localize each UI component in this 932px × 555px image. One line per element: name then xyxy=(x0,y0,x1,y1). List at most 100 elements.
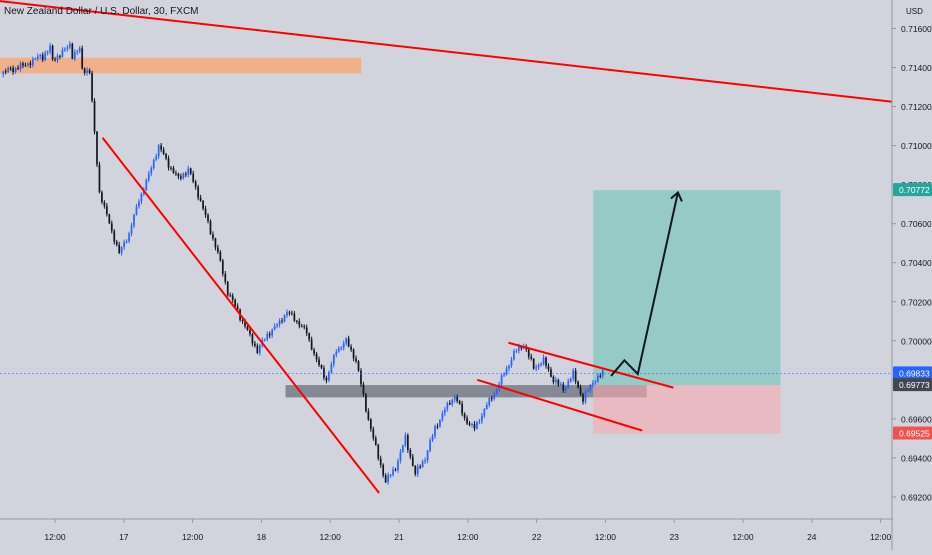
candle-body xyxy=(283,315,286,322)
candle-body xyxy=(562,384,565,391)
x-tick-label: 12:00 xyxy=(457,532,479,542)
candle-body xyxy=(147,173,150,180)
y-tick-label: 0.71200 xyxy=(901,102,932,112)
candle-body xyxy=(399,451,402,461)
candle-body xyxy=(39,54,42,57)
x-tick-label: 17 xyxy=(119,532,129,542)
candle-body xyxy=(394,469,397,471)
currency-label: USD xyxy=(906,7,923,16)
candle-body xyxy=(293,313,296,321)
candle-body xyxy=(374,438,377,445)
candle-body xyxy=(224,273,227,282)
candle-body xyxy=(162,149,165,155)
candle-body xyxy=(392,469,394,475)
candle-body xyxy=(189,168,192,174)
candle-body xyxy=(352,349,355,359)
candle-body xyxy=(83,68,86,73)
long-term-trendline[interactable] xyxy=(0,0,893,103)
candle-body xyxy=(17,67,19,69)
candle-body xyxy=(426,450,429,461)
candle-body xyxy=(150,168,153,174)
candle-body xyxy=(434,426,436,436)
candle-body xyxy=(471,423,473,425)
candle-body xyxy=(439,420,441,427)
candle-body xyxy=(56,55,59,61)
descending-trendline[interactable] xyxy=(101,137,380,494)
candle-body xyxy=(64,48,66,51)
candle-body xyxy=(192,173,195,182)
candle-body xyxy=(207,215,209,222)
candle-body xyxy=(273,326,276,330)
candle-body xyxy=(113,231,116,242)
arrow-head-icon xyxy=(670,190,683,202)
candle-body xyxy=(194,181,197,187)
stop-loss-zone[interactable] xyxy=(593,385,781,434)
candle-body xyxy=(567,381,570,388)
stop-price-tag[interactable] xyxy=(893,426,932,440)
candle-body xyxy=(323,368,325,378)
candle-body xyxy=(197,186,200,198)
y-tick-label: 0.69600 xyxy=(901,414,932,424)
candle-body xyxy=(93,100,96,132)
candle-body xyxy=(485,405,488,410)
candle-body xyxy=(212,234,214,239)
candle-body xyxy=(165,154,167,159)
candle-body xyxy=(495,389,498,394)
price-axis[interactable] xyxy=(893,0,932,550)
take-profit-zone[interactable] xyxy=(593,190,781,386)
candle-body xyxy=(369,419,372,430)
candle-body xyxy=(81,48,84,69)
y-tick-label: 0.71600 xyxy=(901,24,932,34)
candle-body xyxy=(436,426,439,428)
channel-upper-line[interactable] xyxy=(508,341,674,389)
candle-body xyxy=(110,223,113,232)
last-price-tag-text: 0.69833 xyxy=(899,368,930,378)
candle-body xyxy=(27,63,29,66)
candle-body xyxy=(73,52,76,59)
candle-body xyxy=(345,338,348,344)
candle-body xyxy=(295,320,298,322)
candle-body xyxy=(377,444,380,459)
candle-body xyxy=(542,357,545,364)
x-tick-label: 12:00 xyxy=(732,532,754,542)
stop-price-tag-text: 0.69525 xyxy=(899,429,930,439)
candle-body xyxy=(9,68,12,70)
candle-body xyxy=(59,55,61,57)
support-zone[interactable] xyxy=(285,385,647,398)
channel-lower-line[interactable] xyxy=(476,378,643,432)
candle-body xyxy=(500,375,503,385)
candle-body xyxy=(66,47,69,49)
candle-body xyxy=(592,382,594,385)
candle-body xyxy=(120,247,123,253)
supply-zone[interactable] xyxy=(0,57,362,74)
candle-body xyxy=(278,320,281,325)
candle-body xyxy=(444,409,446,414)
candle-body xyxy=(582,394,584,402)
x-tick-label: 12:00 xyxy=(595,532,617,542)
projection-arrow[interactable] xyxy=(610,192,679,377)
candle-body xyxy=(397,460,399,471)
candle-body xyxy=(7,68,10,73)
candle-body xyxy=(518,346,520,351)
candle-body xyxy=(355,358,357,362)
candle-body xyxy=(281,320,283,322)
candle-body xyxy=(579,387,582,395)
candle-body xyxy=(46,51,49,53)
candle-body xyxy=(367,411,370,420)
candle-body xyxy=(493,393,496,399)
target-price-tag[interactable] xyxy=(893,183,932,197)
support-price-tag[interactable] xyxy=(893,378,932,392)
candle-body xyxy=(263,339,266,341)
candle-body xyxy=(34,58,37,60)
candle-body xyxy=(559,384,562,386)
candle-body xyxy=(550,369,552,377)
candle-body xyxy=(520,346,523,349)
candle-body xyxy=(138,201,140,207)
candle-body xyxy=(320,364,323,369)
candle-body xyxy=(569,378,572,382)
candle-body xyxy=(552,376,555,383)
candle-body xyxy=(241,319,244,322)
candle-body xyxy=(125,241,128,243)
